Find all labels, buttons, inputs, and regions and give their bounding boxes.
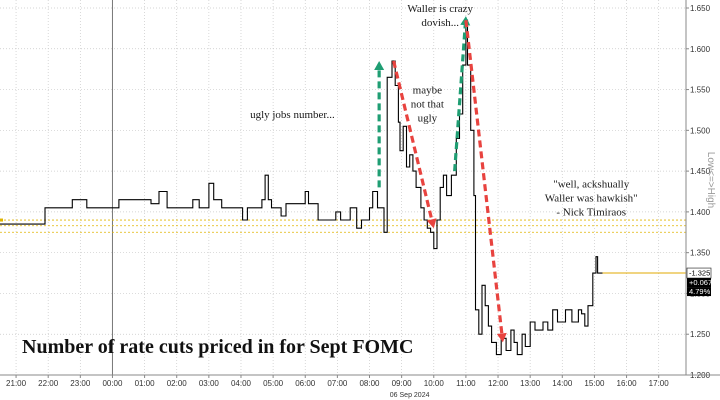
grid <box>0 0 686 376</box>
change-bg <box>687 278 711 288</box>
x-tick-label: 16:00 <box>617 379 638 388</box>
annotation-text: dovish... <box>421 17 459 29</box>
arrow-shaft <box>392 60 434 220</box>
x-tick-label: 17:00 <box>649 379 670 388</box>
annotation-text: ugly jobs number... <box>250 109 335 121</box>
arrows-layer <box>374 16 507 343</box>
arrow-head <box>496 332 507 343</box>
x-tick-label: 01:00 <box>135 379 156 388</box>
x-tick-label: 02:00 <box>167 379 188 388</box>
x-tick-label: 23:00 <box>70 379 91 388</box>
arrow-head <box>374 61 385 71</box>
x-tick-label: 08:00 <box>359 379 380 388</box>
y-tick-label: 1.550 <box>690 86 711 95</box>
x-tick-label: 10:00 <box>424 379 445 388</box>
last-value-text: -1.325 <box>689 269 710 278</box>
series-layer <box>0 19 686 356</box>
arrow-shaft <box>453 25 467 172</box>
annotations-layer: ugly jobs number... Waller is crazy dovish… <box>250 3 638 218</box>
series-line <box>0 19 603 356</box>
x-tick-label: 14:00 <box>552 379 573 388</box>
x-tick-label: 12:00 <box>488 379 509 388</box>
x-tick-label: 11:00 <box>456 379 476 388</box>
arrow-shaft <box>464 20 504 334</box>
change-text: +0.067 <box>689 278 712 287</box>
x-tick-label: 07:00 <box>327 379 348 388</box>
x-tick-label: 21:00 <box>6 379 27 388</box>
side-label: Low<=>High <box>705 152 716 208</box>
y-tick-label: 1.500 <box>690 126 711 135</box>
y-tick-label: 1.650 <box>690 4 711 13</box>
reference-lines <box>0 218 686 233</box>
x-tick-label: 22:00 <box>38 379 59 388</box>
annotation-text: not that <box>411 99 444 111</box>
arrow-head <box>426 218 437 229</box>
x-tick-label: 05:00 <box>263 379 284 388</box>
annotation-text: - Nick Timiraos <box>556 206 626 218</box>
y-tick-label: 1.400 <box>690 208 711 217</box>
x-tick-label: 13:00 <box>520 379 541 388</box>
annotation-text: "well, ackshually <box>553 178 629 190</box>
annotation-text: ugly <box>418 113 438 125</box>
y-tick-label: 1.350 <box>690 249 711 258</box>
x-tick-label: 15:00 <box>584 379 605 388</box>
y-tick-label: 1.450 <box>690 167 711 176</box>
x-tick-label: 06:00 <box>295 379 316 388</box>
date-label: 06 Sep 2024 <box>390 392 430 399</box>
y-tick-label: 1.600 <box>690 45 711 54</box>
reference-marker <box>0 218 3 222</box>
x-axis: 21:00 22:00 23:00 00:00 01:00 02:00 03:00 04:00… <box>0 374 720 388</box>
x-tick-label: 00:00 <box>102 379 123 388</box>
pct-text: 4.79% <box>689 287 711 296</box>
x-tick-label: 03:00 <box>199 379 220 388</box>
chart-title: Number of rate cuts priced in for Sept F… <box>22 336 413 358</box>
annotation-text: Waller is crazy <box>407 3 473 15</box>
pct-bg <box>687 287 711 297</box>
x-tick-label: 09:00 <box>392 379 413 388</box>
annotation-text: Waller was hawkish" <box>545 192 638 204</box>
y-tick-label: 1.250 <box>690 330 711 339</box>
annotation-text: maybe <box>413 85 442 97</box>
x-tick-label: 04:00 <box>231 379 252 388</box>
